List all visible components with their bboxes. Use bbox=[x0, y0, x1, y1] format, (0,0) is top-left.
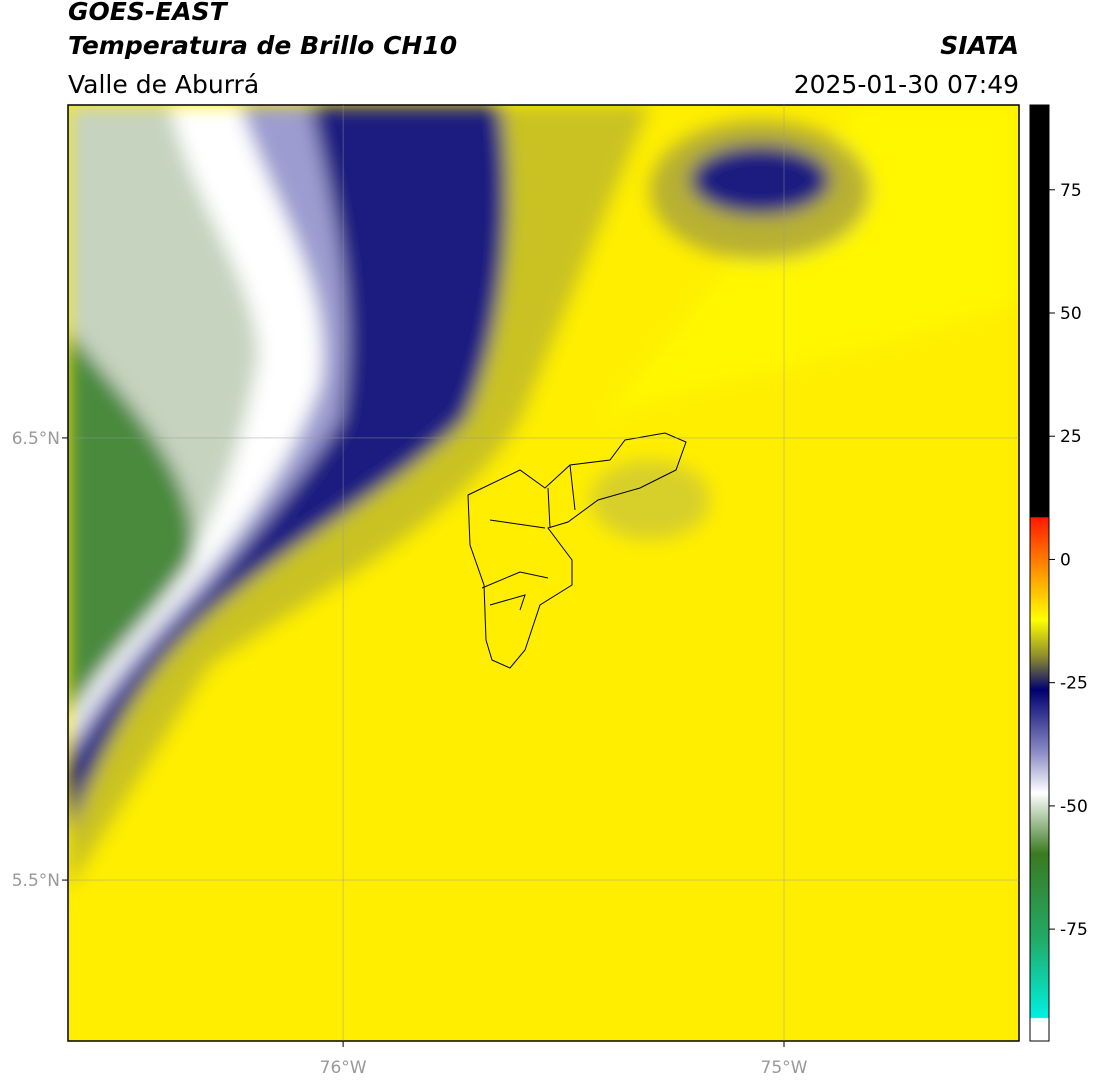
colorbar-tick-label: 0 bbox=[1060, 550, 1071, 570]
colorbar-tick-label: -25 bbox=[1060, 674, 1088, 694]
source: SIATA bbox=[940, 31, 1019, 60]
map-frame bbox=[67, 104, 1020, 1042]
colorbar-tick-label: 50 bbox=[1060, 304, 1082, 324]
lon-tick-label: 75°W bbox=[761, 1058, 808, 1078]
subtitle: Temperatura de Brillo CH10 bbox=[68, 31, 457, 60]
lon-tick-label: 76°W bbox=[320, 1058, 367, 1078]
colorbar-tick-label: 75 bbox=[1060, 181, 1082, 201]
colorbar-tick-label: -75 bbox=[1060, 920, 1088, 940]
colorbar bbox=[1029, 104, 1050, 1042]
datetime: 2025-01-30 07:49 bbox=[794, 70, 1019, 99]
lat-tick-label: 6.5°N bbox=[12, 429, 60, 449]
colorbar-tick-label: 25 bbox=[1060, 427, 1082, 447]
title: GOES-EAST bbox=[68, 0, 229, 26]
region: Valle de Aburrá bbox=[68, 70, 259, 99]
temperature-field bbox=[68, 105, 1019, 1041]
colorbar-tick-label: -50 bbox=[1060, 797, 1088, 817]
lat-tick-label: 5.5°N bbox=[12, 871, 60, 891]
